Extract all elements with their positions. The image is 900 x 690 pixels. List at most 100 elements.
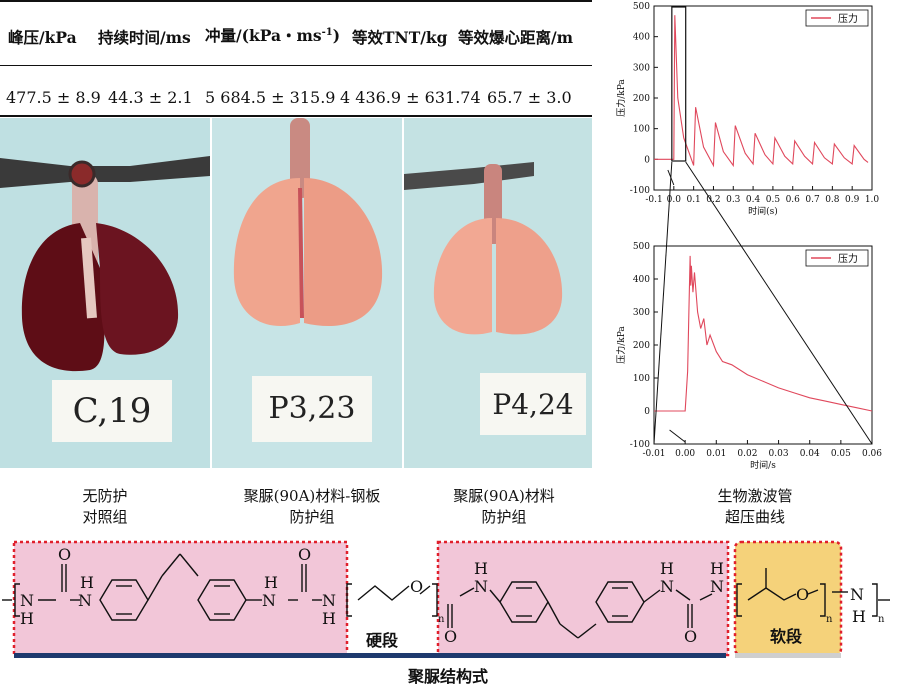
svg-text:O: O	[796, 585, 809, 604]
table-value-impulse: 5 684.5 ± 315.9	[205, 88, 336, 107]
caption-steel: 聚脲(90A)材料-钢板 防护组	[222, 486, 402, 528]
chart2-xlabel: 时间/s	[750, 459, 776, 471]
svg-text:N: N	[20, 591, 34, 610]
chart1-legend-box	[805, 9, 869, 27]
card-label-steel: P3,23	[269, 391, 356, 426]
chart1-xtick-label: 0.3	[726, 195, 741, 205]
hard-segment-baseline	[14, 653, 726, 658]
chart2-ylabel: 压力/kPa	[615, 326, 627, 364]
chart2-xtick-label: 0.03	[769, 449, 789, 459]
caption-polyurea: 聚脲(90A)材料 防护组	[434, 486, 574, 528]
table-mid-rule	[0, 65, 592, 66]
svg-text:N: N	[322, 591, 336, 610]
svg-text:O: O	[684, 627, 697, 646]
hard-segment-box-1	[12, 540, 349, 657]
arrow-onset-chart1	[667, 169, 675, 186]
chart2-xtick-label: 0.04	[800, 449, 820, 459]
chart2-xtick-label: 0.02	[737, 449, 757, 459]
svg-text:H: H	[710, 559, 724, 578]
svg-text:N: N	[474, 577, 488, 596]
svg-text:H: H	[852, 607, 866, 626]
table-header-tnt: 等效TNT/kg	[352, 28, 448, 47]
arrow-onset-chart2	[669, 429, 686, 443]
card-label-control: C,19	[73, 391, 152, 431]
impulse-suffix: )	[332, 26, 341, 45]
chart2-ytick-label: 300	[633, 308, 650, 318]
svg-text:H: H	[660, 559, 674, 578]
caption-polyurea-line2: 防护组	[481, 508, 527, 526]
chart1-ytick-label: 300	[633, 63, 650, 73]
chart2-ytick-label: 500	[633, 242, 650, 252]
lung-illustration-polyurea: P4,24	[404, 118, 592, 468]
table-bottom-rule	[0, 115, 592, 117]
chart1-xtick-label: 0.1	[686, 195, 700, 205]
structure-title: 聚脲结构式	[407, 667, 488, 686]
svg-text:n: n	[438, 614, 445, 625]
hard-segment-box-2	[436, 540, 730, 657]
chart1-legend-label: 压力	[838, 12, 858, 25]
chart1-ytick-label: 100	[633, 125, 650, 135]
svg-text:O: O	[298, 545, 311, 564]
chart1-xlabel: 时间(s)	[748, 205, 778, 217]
zoom-highlight-box	[671, 6, 687, 162]
photo-steel-plate-lung: P3,23	[212, 118, 402, 468]
lung-illustration-steel: P3,23	[212, 118, 402, 468]
chart2-xtick-label: -0.01	[642, 449, 665, 459]
caption-control-line1: 无防护	[82, 487, 128, 505]
table-value-peak: 477.5 ± 8.9	[6, 88, 101, 107]
chart2-frame	[653, 245, 873, 445]
table-header-impulse-text: 冲量/(kPa・ms	[205, 26, 322, 45]
caption-curve: 生物激波管 超压曲线	[680, 486, 830, 528]
chart1-ytick-label: 400	[633, 33, 650, 43]
table-value-distance: 65.7 ± 3.0	[487, 88, 572, 107]
svg-text:O: O	[444, 627, 457, 646]
svg-text:N: N	[262, 591, 276, 610]
caption-polyurea-line1: 聚脲(90A)材料	[453, 487, 555, 505]
chart1-xtick-label: 1.0	[865, 195, 880, 205]
table-top-rule	[0, 0, 592, 2]
zoom-connector-right	[685, 161, 873, 445]
svg-text:N: N	[660, 577, 674, 596]
chart1-ytick-label: 500	[633, 2, 650, 12]
chart2-ytick-label: 400	[633, 275, 650, 285]
soft-segment-baseline	[735, 653, 841, 658]
chart1-xtick-label: 0.8	[825, 195, 840, 205]
caption-curve-line2: 超压曲线	[724, 508, 785, 526]
chart2-ytick-label: 0	[644, 407, 650, 417]
table-header-peak: 峰压/kPa	[8, 28, 77, 47]
table-header-impulse: 冲量/(kPa・ms-1)	[205, 24, 340, 46]
caption-steel-line1: 聚脲(90A)材料-钢板	[243, 487, 381, 505]
svg-text:N: N	[78, 591, 92, 610]
chart1-ylabel: 压力/kPa	[615, 79, 627, 117]
svg-text:H: H	[20, 609, 34, 628]
card-label-polyurea: P4,24	[492, 388, 573, 421]
chart2-ytick-label: -100	[630, 440, 650, 450]
svg-text:N: N	[710, 577, 724, 596]
chart1-ytick-label: -100	[630, 186, 650, 196]
chart1-xtick-label: 0.4	[746, 195, 761, 205]
svg-text:N: N	[850, 585, 864, 604]
caption-control-line2: 对照组	[82, 508, 128, 526]
table-header-distance: 等效爆心距离/m	[458, 28, 574, 47]
photo-polyurea-lung: P4,24	[404, 118, 592, 468]
chart2-ytick-label: 100	[633, 374, 650, 384]
chart-full-pressure: -0.1 0.0 0.1 0.2 0.3 0.4 0.5 0.6 0.7 0.8 0.9 1.0 -10…	[615, 2, 879, 217]
table-value-duration: 44.3 ± 2.1	[108, 88, 193, 107]
svg-text:H: H	[474, 559, 488, 578]
chart1-xtick-label: 0.6	[786, 195, 801, 205]
chart1-ytick-label: 0	[644, 155, 650, 165]
chart1-ytick-label: 200	[633, 94, 650, 104]
svg-text:n: n	[826, 614, 833, 625]
caption-curve-line1: 生物激波管	[717, 487, 793, 505]
chart1-xtick-label: -0.1	[645, 195, 662, 205]
chart1-xtick-label: 0.5	[766, 195, 781, 205]
polyurea-structure-formula: NH O NH NH O NH O n O NH NH O NH O n NH …	[2, 540, 890, 686]
chart1-xtick-label: 0.2	[706, 195, 720, 205]
chart2-ytick-label: 200	[633, 341, 650, 351]
svg-text:H: H	[322, 609, 336, 628]
chart-zoom-pressure: -0.01 0.00 0.01 0.02 0.03 0.04 0.05 0.06 -100 0 10…	[615, 242, 882, 471]
chart2-series-line	[654, 255, 873, 412]
chart1-frame	[653, 5, 873, 191]
photo-control-lung: C,19	[0, 118, 210, 468]
chart2-xtick-label: 0.00	[675, 449, 695, 459]
